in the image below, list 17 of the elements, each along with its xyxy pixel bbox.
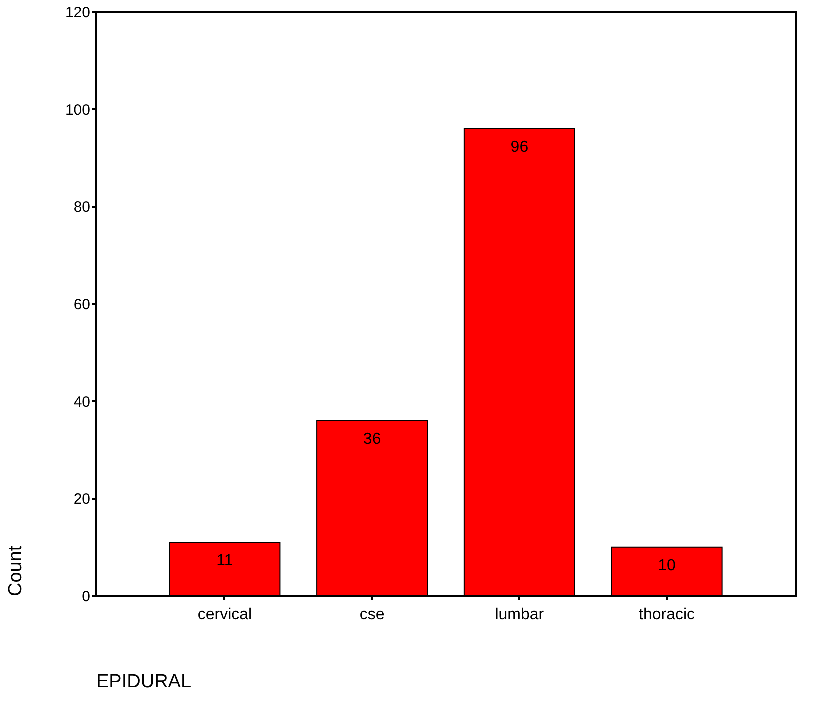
y-tick-label: 40 [74, 394, 90, 411]
y-tick-label: 120 [65, 4, 90, 22]
y-tick-label: 80 [74, 199, 90, 216]
x-axis-title: EPIDURAL [96, 672, 192, 692]
data-label: 96 [510, 138, 529, 156]
y-axis-title: Count [5, 545, 26, 596]
y-tick-label: 100 [65, 102, 90, 119]
x-tick-label: thoracic [639, 606, 696, 624]
x-tick-label: cse [360, 606, 385, 624]
x-tick-label: cervical [198, 606, 252, 624]
x-tick-label: lumbar [495, 606, 545, 624]
data-label: 10 [658, 557, 676, 574]
data-label: 36 [363, 430, 382, 448]
y-tick-label: 60 [74, 296, 90, 314]
y-tick-label: 0 [82, 588, 90, 606]
y-tick-label: 20 [74, 491, 90, 508]
data-label: 11 [216, 552, 234, 570]
